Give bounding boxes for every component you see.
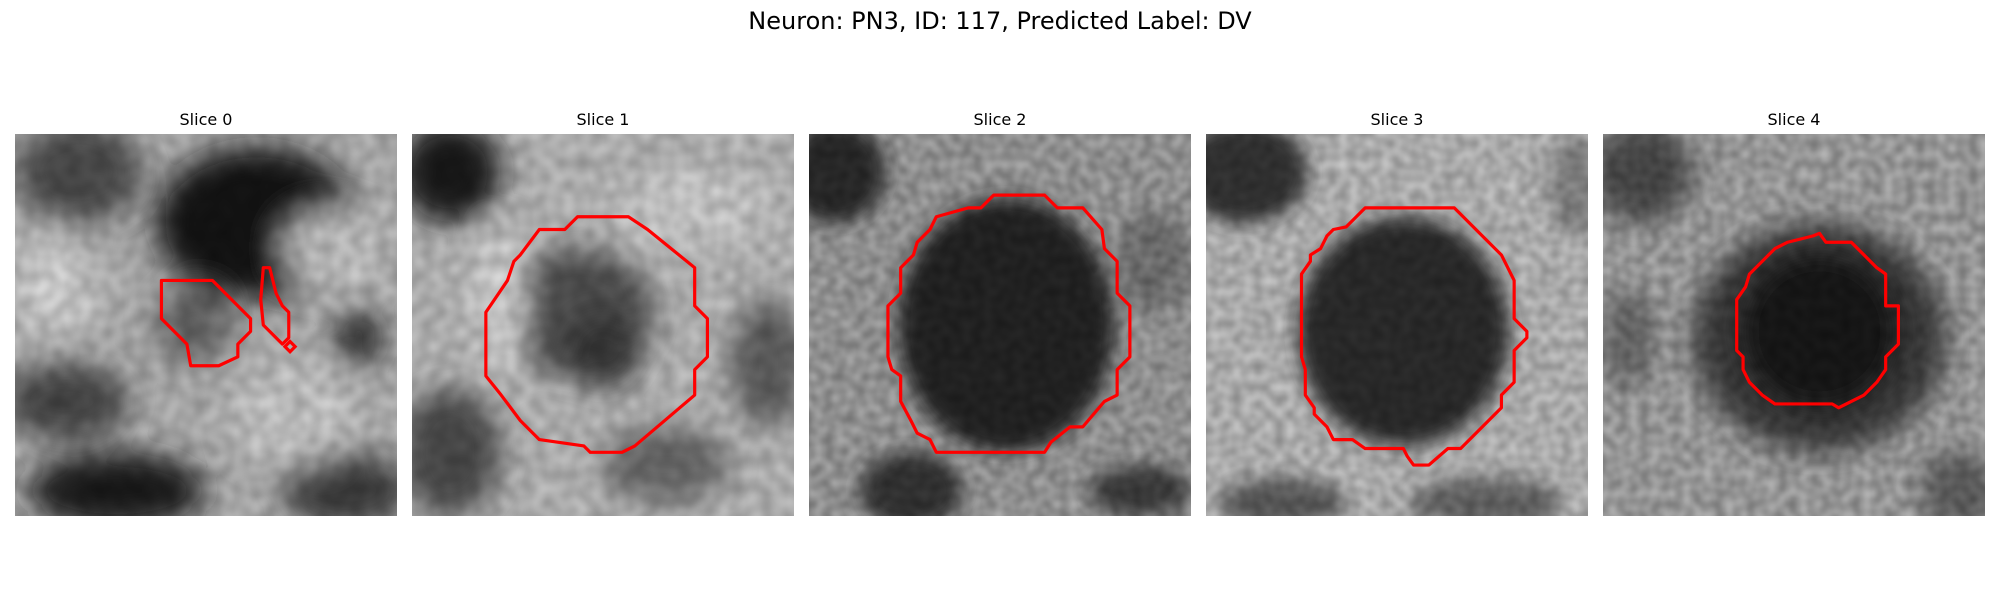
slice-2-image: [809, 134, 1191, 516]
slice-4-contour-overlay: [1735, 231, 1901, 410]
slice-0-contour-right: [259, 266, 291, 346]
slice-3-image: [1206, 134, 1588, 516]
slice-4-contour: [1735, 231, 1901, 410]
microscopy-panel-slice-0: [15, 134, 397, 516]
slice-2-contour-overlay: [886, 193, 1132, 454]
microscopy-panel-slice-1: [412, 134, 794, 516]
slice-0-contour-overlay: [159, 266, 298, 368]
slice-0-contour-dot: [282, 339, 298, 354]
panel-title-slice-0: Slice 0: [179, 110, 233, 129]
slice-1-contour: [484, 215, 710, 454]
panel-title-slice-2: Slice 2: [973, 110, 1027, 129]
slice-3-contour: [1299, 206, 1529, 467]
panel-title-slice-4: Slice 4: [1767, 110, 1821, 129]
microscopy-panel-slice-2: [809, 134, 1191, 516]
panel-title-slice-3: Slice 3: [1370, 110, 1424, 129]
microscopy-panel-slice-3: [1206, 134, 1588, 516]
slice-2-contour: [886, 193, 1132, 454]
slice-3-contour-overlay: [1299, 206, 1529, 467]
slice-1-contour-overlay: [484, 215, 710, 454]
panel-title-slice-1: Slice 1: [576, 110, 630, 129]
slice-0-image: [15, 134, 397, 516]
figure-title: Neuron: PN3, ID: 117, Predicted Label: D…: [748, 7, 1252, 35]
slice-0-contour-left: [159, 278, 253, 368]
slice-4-image: [1603, 134, 1985, 516]
microscopy-panel-slice-4: [1603, 134, 1985, 516]
